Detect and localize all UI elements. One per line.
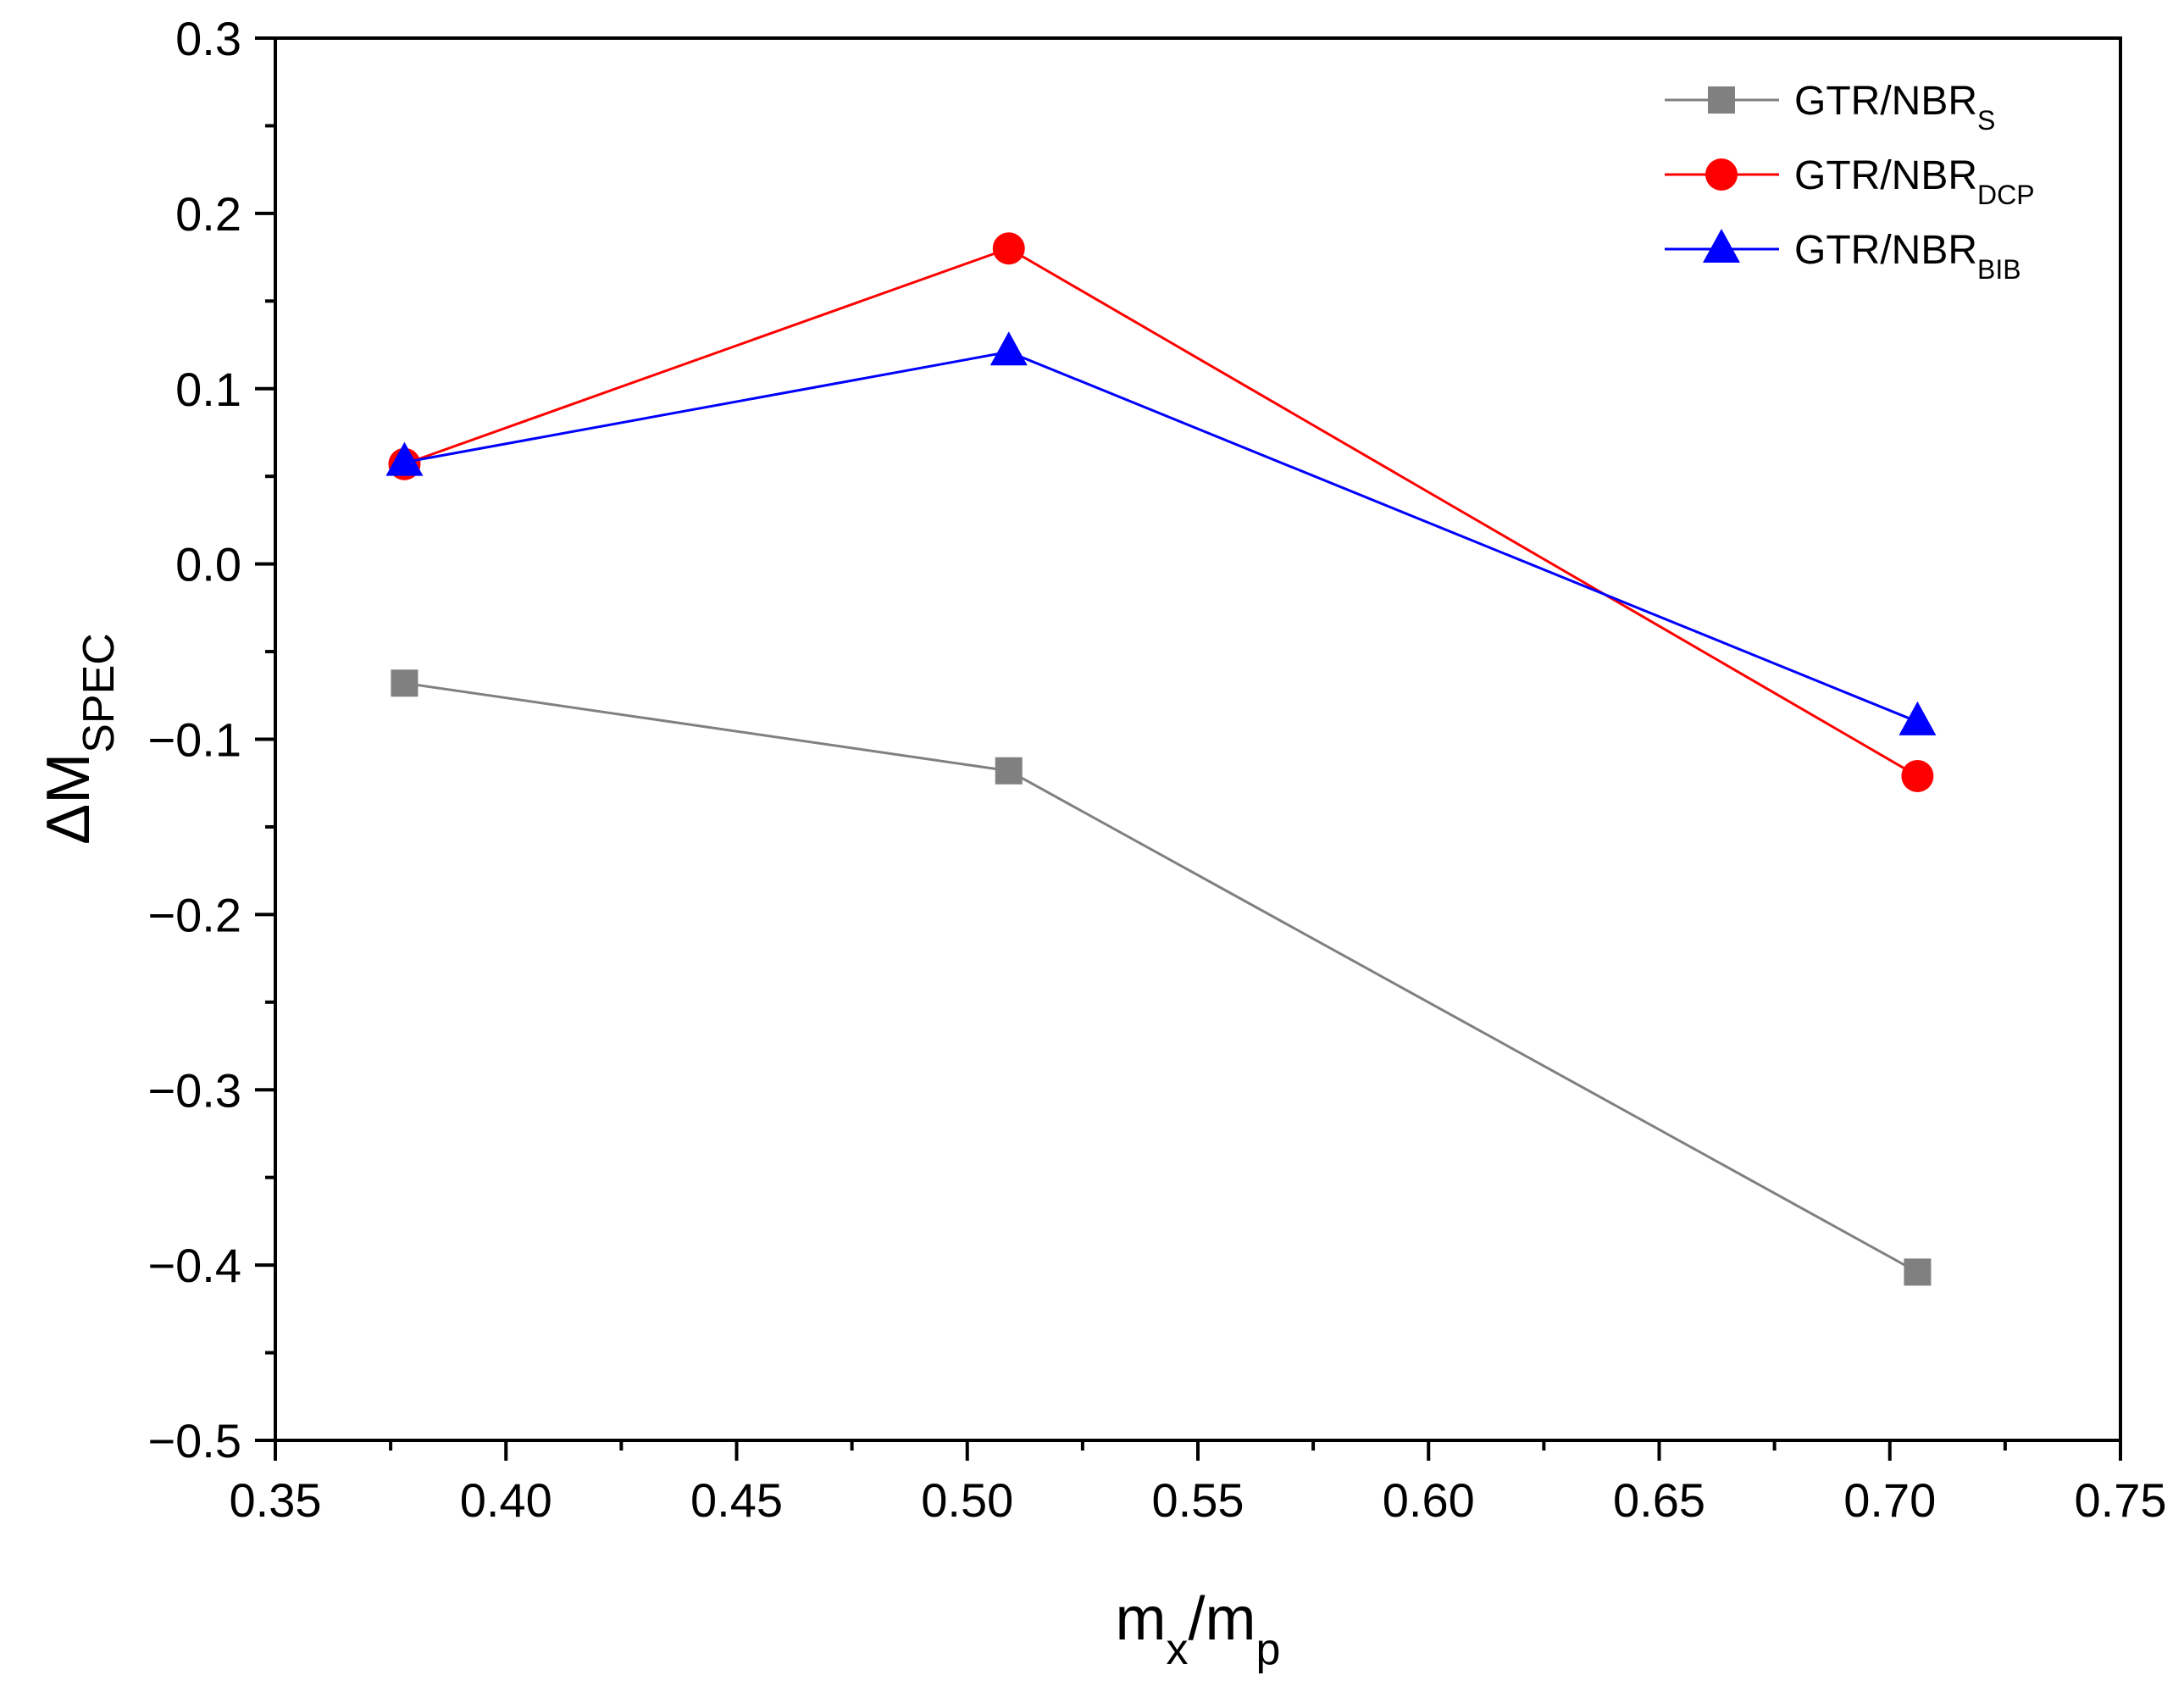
x-axis-title-main: m xyxy=(1116,1585,1167,1653)
y-tick-label: 0.1 xyxy=(175,363,241,416)
legend-item-s: GTR/NBRS xyxy=(1665,79,1995,136)
series-bib xyxy=(385,331,1937,735)
y-axis-title-main: ΔM xyxy=(35,753,103,845)
data-point xyxy=(989,331,1028,366)
y-axis-title-sub: SPEC xyxy=(75,633,124,753)
legend-label-main: GTR/NBR xyxy=(1794,228,1977,273)
legend-label: GTR/NBRDCP xyxy=(1794,153,2035,210)
legend-marker xyxy=(1703,229,1740,263)
y-tick-label: −0.1 xyxy=(147,713,241,767)
data-point xyxy=(1899,701,1937,735)
legend-label-sub: DCP xyxy=(1977,180,2035,210)
data-point xyxy=(995,757,1023,785)
series-line xyxy=(404,681,1919,1273)
legend-label-sub: S xyxy=(1977,105,1995,136)
y-axis-title: ΔMSPEC xyxy=(35,633,124,845)
data-point xyxy=(992,232,1025,265)
legend-label-main: GTR/NBR xyxy=(1794,79,1977,124)
y-tick-label: −0.5 xyxy=(147,1414,241,1467)
legend-label-sub: BIB xyxy=(1977,254,2021,285)
x-tick-label: 0.50 xyxy=(921,1473,1013,1527)
series-line xyxy=(403,247,1919,778)
x-tick-label: 0.60 xyxy=(1383,1473,1475,1527)
series-dcp xyxy=(388,232,1934,792)
data-point xyxy=(1904,1258,1932,1286)
data-point xyxy=(385,441,424,476)
y-tick-label: −0.4 xyxy=(147,1239,241,1292)
x-axis-title-sub-x: x xyxy=(1167,1625,1189,1674)
y-tick-label: −0.3 xyxy=(147,1063,241,1117)
legend-marker xyxy=(1708,86,1735,114)
data-point xyxy=(1901,759,1934,792)
x-tick-label: 0.70 xyxy=(1843,1473,1936,1527)
legend-item-bib: GTR/NBRBIB xyxy=(1665,228,2021,285)
data-point xyxy=(391,669,419,697)
legend-item-dcp: GTR/NBRDCP xyxy=(1665,153,2035,210)
x-axis-title: mx/mp xyxy=(1116,1585,1281,1674)
y-tick-label: 0.2 xyxy=(175,187,241,241)
x-tick-label: 0.55 xyxy=(1152,1473,1244,1527)
x-tick-label: 0.75 xyxy=(2075,1473,2167,1527)
x-axis-title-sub-p: p xyxy=(1256,1625,1281,1674)
legend-label-main: GTR/NBR xyxy=(1794,153,1977,198)
legend-label: GTR/NBRBIB xyxy=(1794,228,2021,285)
legend-label: GTR/NBRS xyxy=(1794,79,1995,136)
y-tick-label: 0.3 xyxy=(175,12,241,65)
ticks: 0.35 0.40 0.45 0.50 0.55 0.60 0.65 0.70 0.75 0.3 0… xyxy=(147,12,2166,1527)
x-tick-label: 0.40 xyxy=(460,1473,552,1527)
y-tick-label: 0.0 xyxy=(175,538,241,591)
legend-marker xyxy=(1705,158,1738,191)
y-tick-label: −0.2 xyxy=(147,888,241,941)
x-tick-label: 0.35 xyxy=(230,1473,322,1527)
plot-frame xyxy=(274,36,2122,1442)
series-line xyxy=(404,350,1918,724)
x-tick-label: 0.45 xyxy=(690,1473,783,1527)
x-tick-label: 0.65 xyxy=(1613,1473,1705,1527)
series-s xyxy=(391,669,1932,1286)
series-layer xyxy=(385,232,1937,1286)
x-axis-title-slash: /m xyxy=(1189,1585,1256,1653)
